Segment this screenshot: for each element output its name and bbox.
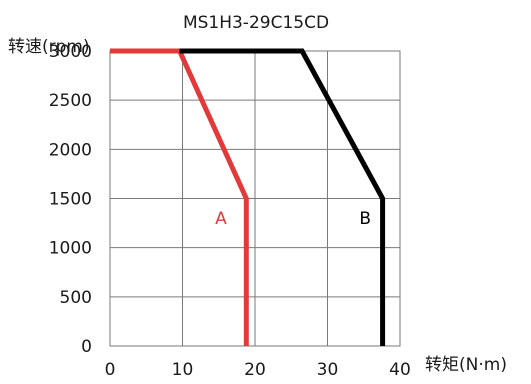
- chart-title: MS1H3-29C15CD: [183, 13, 329, 33]
- tick-labels: 0 10 20 30 40 0 500 1000 1500 2000 2500 3000: [49, 42, 411, 380]
- series-layer: [110, 48, 386, 346]
- x-axis-label: 转矩(N·m): [425, 355, 507, 375]
- y-tick-label: 500: [60, 288, 92, 308]
- x-tick-label: 20: [244, 360, 266, 380]
- y-tick-label: 3000: [49, 42, 92, 62]
- y-tick-label: 2500: [49, 91, 92, 111]
- series-label-b: B: [359, 209, 371, 229]
- x-tick-label: 0: [105, 360, 116, 380]
- y-tick-label: 2000: [49, 140, 92, 160]
- series-line-a: [110, 48, 249, 346]
- x-tick-label: 30: [317, 360, 339, 380]
- grid-layer: [109, 50, 401, 347]
- x-tick-label: 10: [172, 360, 194, 380]
- series-label-a: A: [215, 209, 227, 229]
- y-tick-label: 1000: [49, 239, 92, 259]
- y-axis-label: 转速(rpm): [8, 37, 90, 57]
- y-tick-label: 1500: [49, 190, 92, 210]
- y-tick-label: 0: [81, 337, 92, 357]
- series-line-b: [179, 48, 386, 346]
- x-tick-label: 40: [389, 360, 411, 380]
